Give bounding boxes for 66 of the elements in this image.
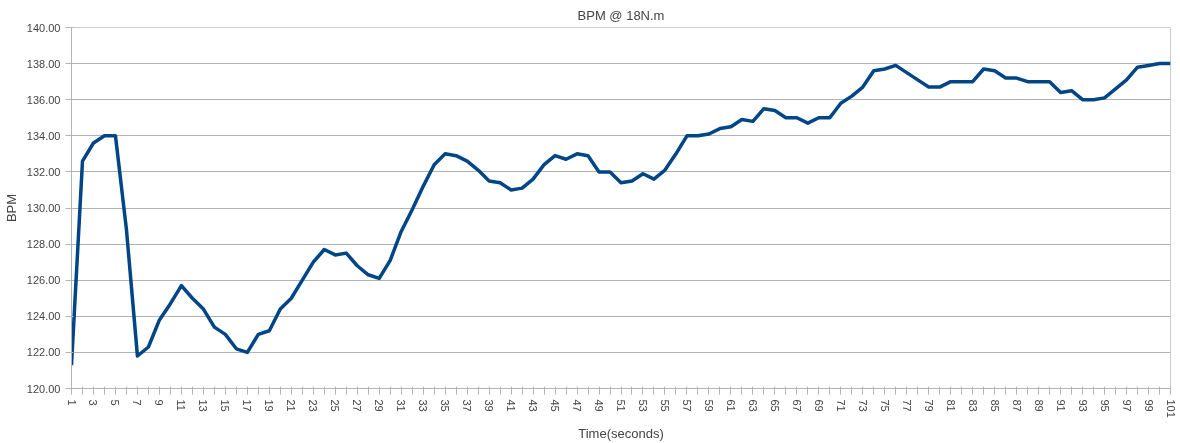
- x-tick-label: 3: [87, 399, 100, 406]
- x-tick-label: 99: [1142, 399, 1155, 412]
- x-axis-title: Time(seconds): [578, 425, 664, 441]
- y-tick-label: 128.00: [26, 238, 61, 251]
- x-tick-label: 79: [922, 399, 935, 412]
- x-tick-label: 89: [1032, 399, 1045, 412]
- x-tick-label: 73: [856, 399, 869, 412]
- x-tick-label: 81: [944, 399, 957, 412]
- x-tick-label: 31: [395, 399, 408, 412]
- x-tick-label: 87: [1010, 399, 1023, 412]
- x-tick-label: 67: [790, 399, 803, 412]
- x-tick-label: 93: [1076, 399, 1089, 412]
- y-axis-title: BPM: [3, 193, 19, 223]
- x-tick-label: 83: [966, 399, 979, 412]
- x-tick-label: 33: [417, 399, 430, 412]
- x-tick-label: 45: [549, 399, 562, 412]
- x-tick-label: 49: [593, 399, 606, 412]
- x-tick-label: 51: [615, 399, 627, 412]
- x-tick-label: 55: [658, 399, 671, 412]
- x-tick-label: 11: [175, 399, 188, 411]
- x-tick-label: 47: [571, 399, 584, 412]
- y-tick-label: 122.00: [26, 346, 61, 359]
- chart-title: BPM @ 18N.m: [577, 7, 665, 23]
- y-tick-label: 124.00: [26, 310, 61, 323]
- x-tick-label: 101: [1164, 399, 1177, 418]
- x-tick-label: 65: [768, 399, 781, 412]
- y-tick-label: 136.00: [26, 93, 61, 106]
- x-tick-label: 25: [329, 399, 342, 412]
- y-tick-label: 132.00: [26, 165, 61, 178]
- x-tick-label: 43: [527, 399, 540, 412]
- x-tick-label: 75: [878, 399, 891, 412]
- x-tick-label: 63: [746, 399, 759, 412]
- line-series: [71, 61, 1171, 367]
- x-tick-label: 59: [702, 399, 715, 412]
- x-tick-label: 19: [263, 399, 276, 412]
- x-tick-label: 15: [219, 399, 232, 412]
- x-tick-label: 57: [680, 399, 693, 412]
- x-tick-label: 71: [834, 399, 847, 412]
- x-tick-label: 41: [505, 399, 518, 412]
- x-tick-label: 13: [197, 399, 210, 412]
- x-tick-label: 97: [1120, 399, 1133, 412]
- x-tick-label: 29: [373, 399, 386, 412]
- x-tick-label: 23: [307, 399, 320, 412]
- x-tick-label: 27: [351, 399, 364, 412]
- x-tick-label: 77: [900, 399, 913, 412]
- x-tick-label: 35: [439, 399, 452, 412]
- x-tick-label: 91: [1054, 399, 1067, 412]
- x-tick-label: 5: [109, 399, 122, 406]
- x-tick-label: 95: [1098, 399, 1111, 412]
- y-tick-label: 126.00: [26, 274, 61, 287]
- y-tick-label: 130.00: [26, 202, 61, 214]
- x-tick-label: 69: [812, 399, 825, 412]
- x-tick-label: 21: [285, 399, 298, 412]
- y-tick-label: 138.00: [26, 57, 61, 70]
- y-tick-label: 140.00: [26, 21, 61, 34]
- x-tick-label: 53: [636, 399, 649, 412]
- x-tick-label: 1: [65, 399, 78, 406]
- x-tick-label: 7: [131, 399, 144, 406]
- x-tick-label: 85: [988, 399, 1001, 412]
- x-tick-label: 39: [483, 399, 496, 412]
- x-tick-label: 9: [153, 399, 166, 406]
- x-tick-label: 37: [461, 399, 474, 412]
- x-tick-label: 61: [724, 399, 737, 412]
- y-tick-label: 134.00: [26, 129, 61, 142]
- y-tick-label: 120.00: [26, 382, 61, 395]
- x-tick-label: 17: [241, 399, 254, 412]
